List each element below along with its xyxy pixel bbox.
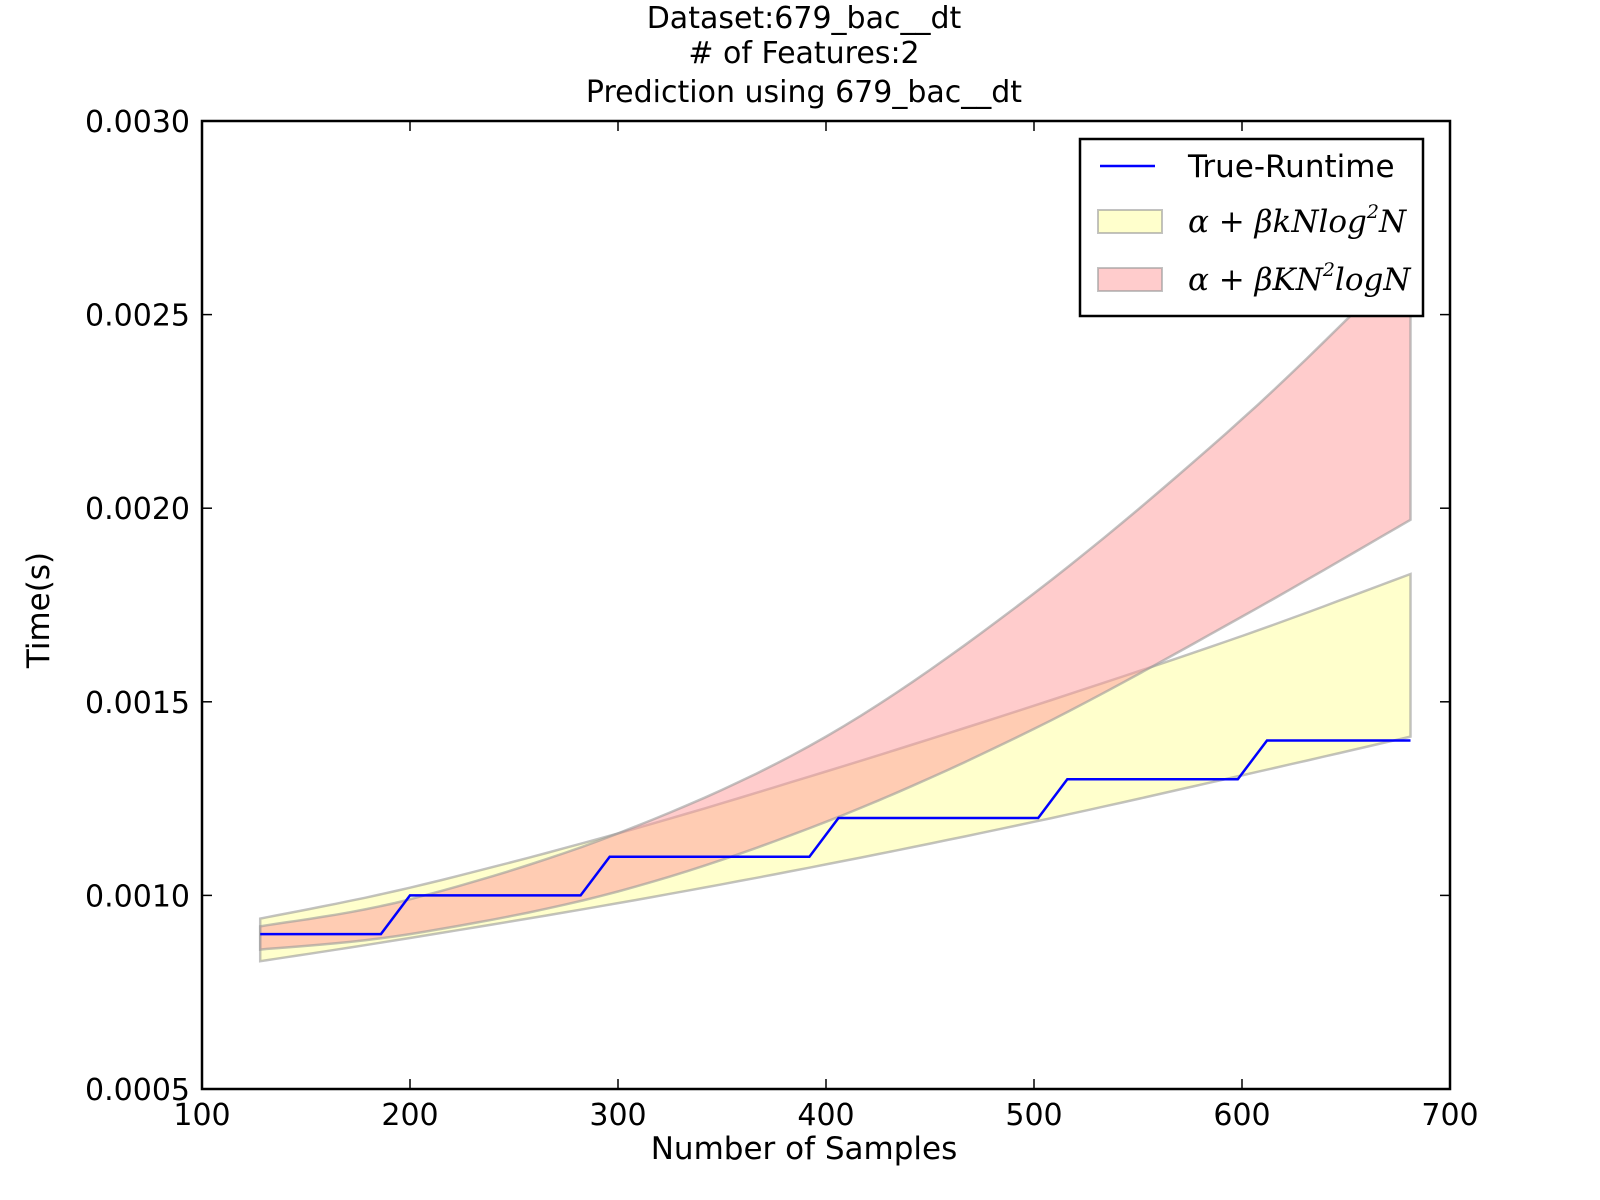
x-tick-label: 500 — [1005, 1098, 1062, 1133]
x-tick-label: 100 — [173, 1098, 230, 1133]
legend-label-knlog2n-suffix: N — [1378, 204, 1408, 240]
legend-label-kn2logn-suffix: logN — [1335, 262, 1412, 298]
legend-swatch-kn2logn — [1097, 267, 1163, 292]
chart-title-line-3: Prediction using 679_bac__dt — [586, 75, 1022, 110]
y-tick-label: 0.0030 — [85, 105, 190, 140]
x-tick-label: 300 — [589, 1098, 646, 1133]
x-tick-label: 400 — [797, 1098, 854, 1133]
legend: True-Runtime α + βkNlog2N α + βKN2logN — [1078, 137, 1425, 318]
x-axis-ticks: 100 200 300 400 500 600 700 — [173, 121, 1479, 1133]
plot-area — [200, 119, 1452, 1091]
line-true-runtime — [260, 739, 1411, 936]
y-tick-label: 0.0015 — [85, 686, 190, 721]
legend-label-true-runtime: True-Runtime — [1187, 149, 1395, 185]
x-axis-label: Number of Samples — [651, 1131, 958, 1167]
legend-swatch-knlog2n — [1097, 209, 1163, 234]
chart-title-line-2: # of Features:2 — [688, 36, 919, 71]
legend-label-kn2logn-sup: 2 — [1322, 259, 1335, 281]
band-series-2 — [258, 253, 1412, 951]
legend-label-kn2logn: α + βKN2logN — [1188, 259, 1412, 298]
y-tick-label: 0.0010 — [85, 879, 190, 914]
legend-label-knlog2n-prefix: α + βkNlog — [1188, 204, 1367, 240]
legend-label-knlog2n: α + βkNlog2N — [1188, 201, 1408, 240]
legend-label-kn2logn-prefix: α + βKN — [1188, 262, 1325, 298]
y-axis-label: Time(s) — [21, 552, 57, 669]
y-tick-label: 0.0020 — [85, 492, 190, 527]
x-tick-label: 200 — [381, 1098, 438, 1133]
x-tick-label: 600 — [1213, 1098, 1270, 1133]
legend-label-knlog2n-sup: 2 — [1366, 201, 1379, 223]
y-tick-label: 0.0025 — [85, 299, 190, 334]
x-tick-label: 700 — [1421, 1098, 1478, 1133]
y-axis-ticks: 0.0005 0.0010 0.0015 0.0020 0.0025 0.0030 — [85, 105, 1450, 1108]
y-tick-label: 0.0005 — [85, 1073, 190, 1108]
chart-title-line-1: Dataset:679_bac__dt — [647, 1, 962, 36]
